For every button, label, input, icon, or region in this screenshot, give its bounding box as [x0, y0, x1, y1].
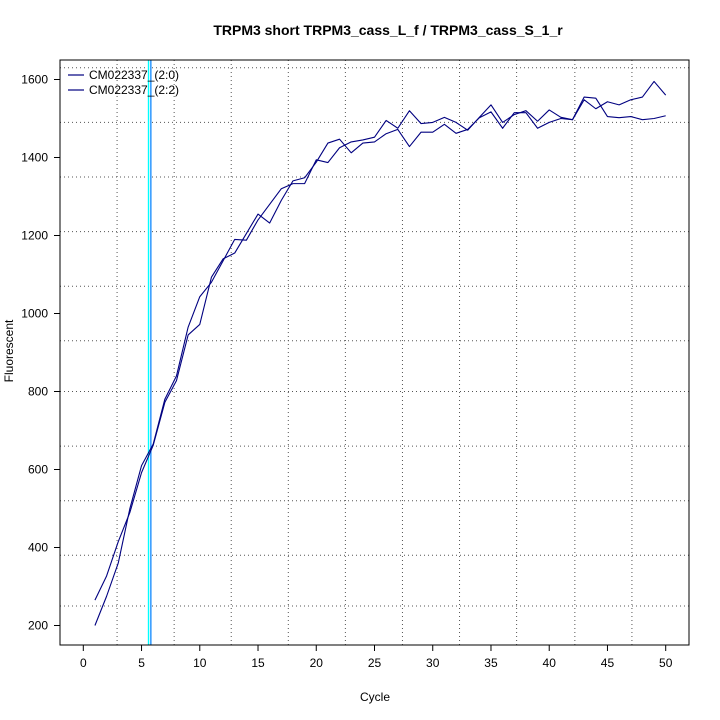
y-tick-label: 1400	[21, 151, 48, 165]
x-tick-label: 25	[368, 656, 382, 670]
x-axis-label: Cycle	[360, 690, 390, 704]
y-tick-label: 400	[28, 541, 48, 555]
y-tick-label: 600	[28, 463, 48, 477]
legend: CM022337_(2:0)CM022337_(2:2)	[68, 68, 179, 97]
x-tick-label: 0	[80, 656, 87, 670]
series-line-2	[94, 96, 666, 626]
legend-item-label: CM022337_(2:2)	[89, 83, 179, 97]
axes-layer: 0 5 10 15 20 25 30 35 40 45 50 200 400 600 800 1000 1200…	[21, 73, 672, 671]
legend-item-label: CM022337_(2:0)	[89, 68, 179, 82]
chart-title: TRPM3 short TRPM3_cass_L_f / TRPM3_cass_…	[213, 22, 563, 38]
x-tick-label: 10	[193, 656, 207, 670]
y-tick-label: 800	[28, 385, 48, 399]
y-tick-label: 1200	[21, 229, 48, 243]
y-tick-label: 1000	[21, 307, 48, 321]
y-axis-label: Fluorescent	[2, 319, 16, 382]
y-tick-label: 200	[28, 619, 48, 633]
x-tick-label: 45	[601, 656, 615, 670]
y-tick-label: 1600	[21, 73, 48, 87]
x-tick-label: 5	[138, 656, 145, 670]
x-tick-label: 30	[426, 656, 440, 670]
series-layer	[94, 80, 667, 626]
plot-frame	[59, 59, 690, 646]
x-tick-label: 15	[251, 656, 265, 670]
x-tick-label: 35	[484, 656, 498, 670]
x-tick-label: 50	[659, 656, 673, 670]
x-tick-label: 20	[310, 656, 324, 670]
x-tick-label: 40	[543, 656, 557, 670]
grid-layer	[60, 60, 689, 645]
threshold-layer	[147, 60, 152, 645]
